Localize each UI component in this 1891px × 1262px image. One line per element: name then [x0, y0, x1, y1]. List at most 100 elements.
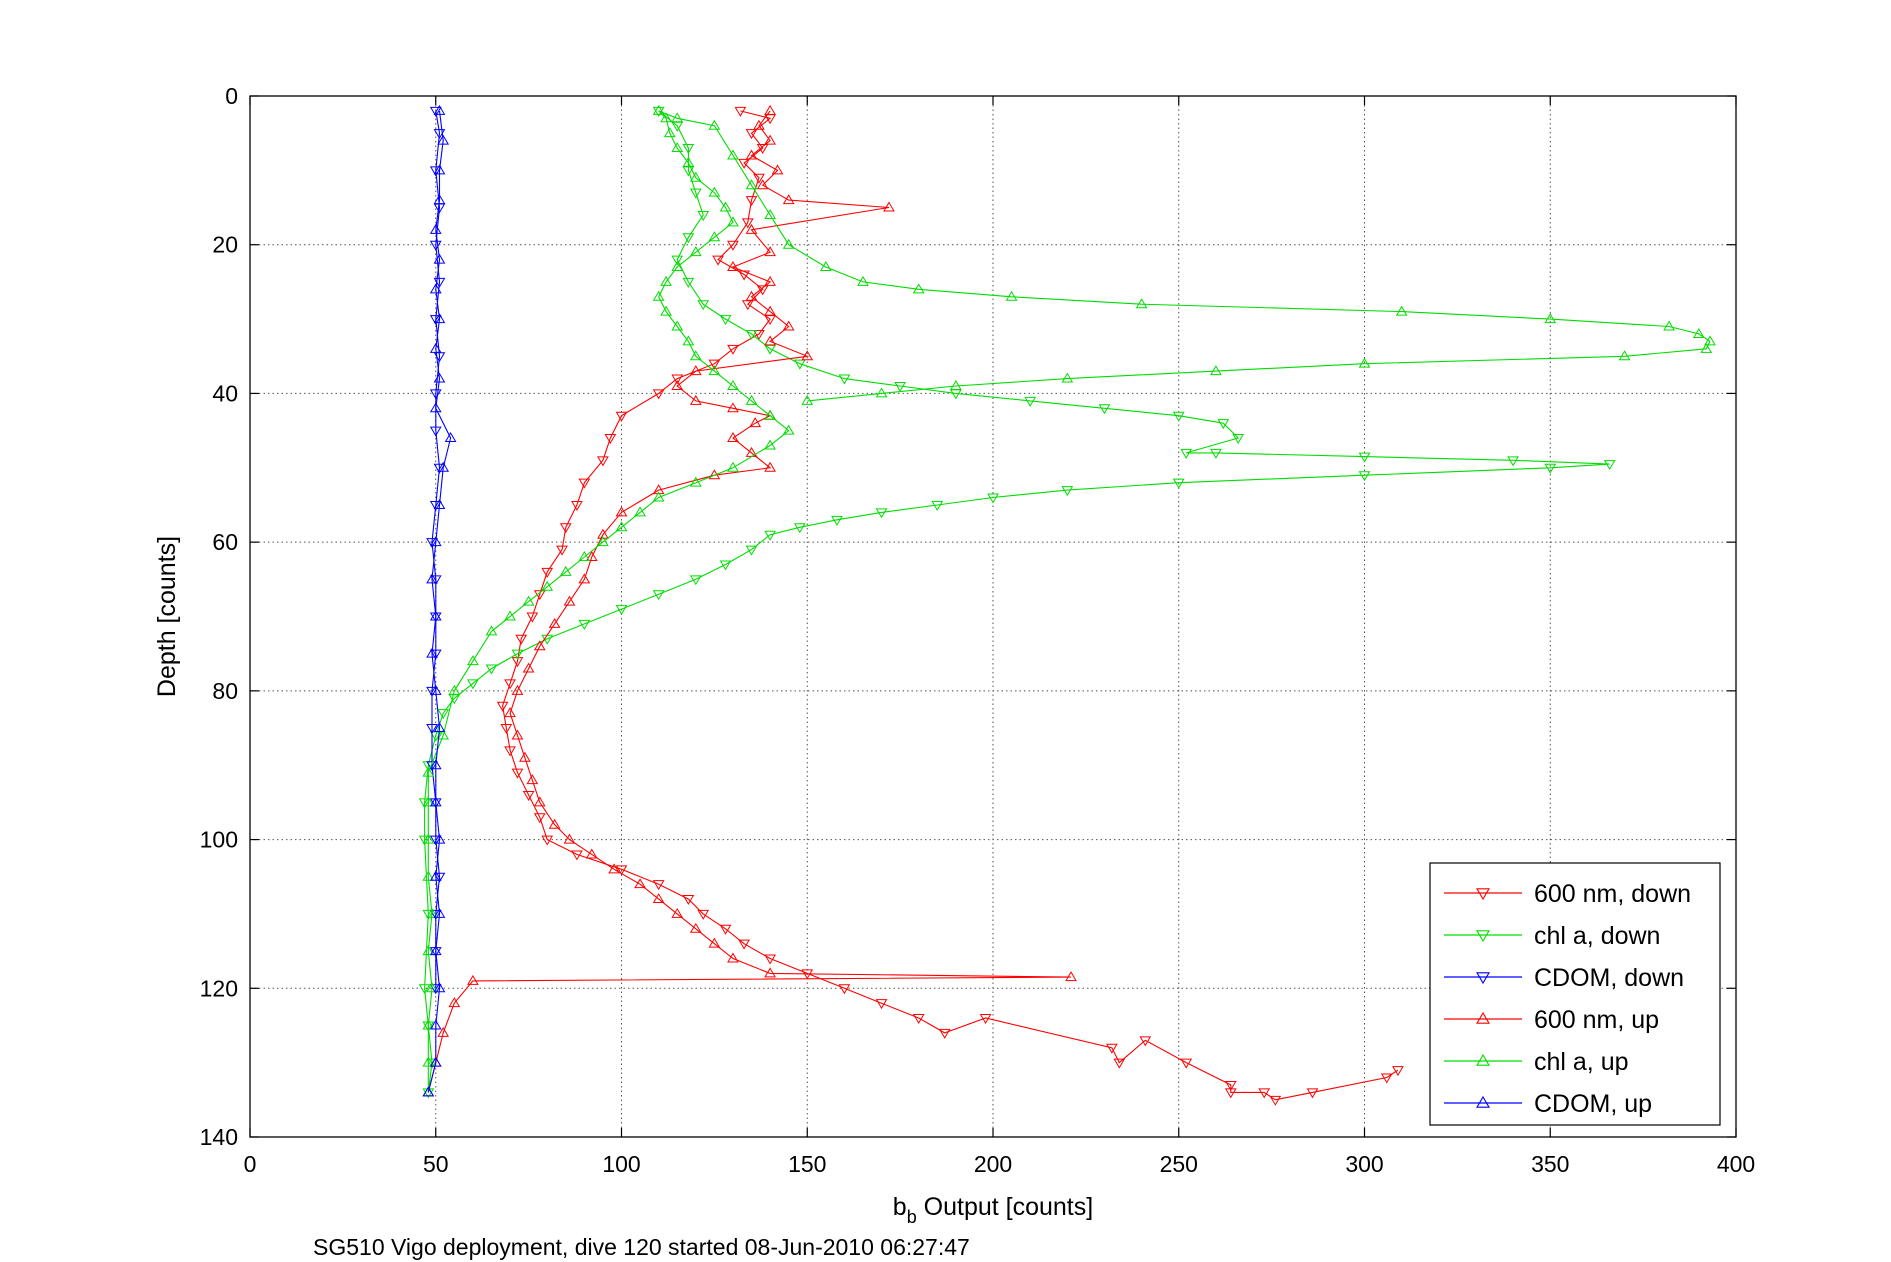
data-point [689, 575, 702, 586]
series-line-chl-a-down [424, 110, 1610, 1093]
data-point [426, 907, 438, 918]
data-point [467, 655, 479, 666]
x-tick-label: 400 [1717, 1151, 1755, 1177]
data-point [708, 119, 721, 130]
series-line-chl-a-up [427, 110, 1711, 1093]
data-point [671, 261, 684, 272]
data-point [671, 112, 684, 123]
x-axis-label-subscript: b [907, 1207, 917, 1227]
data-point [727, 261, 739, 272]
data-point [745, 179, 758, 190]
data-point [429, 283, 442, 294]
y-tick-label: 80 [212, 678, 238, 704]
data-point [660, 112, 672, 123]
data-point [429, 1056, 442, 1067]
data-point [1224, 1080, 1237, 1091]
data-point [793, 523, 806, 534]
series-600-nm-up [422, 104, 1077, 1097]
data-point [671, 380, 684, 390]
data-point [563, 595, 576, 606]
data-point [931, 500, 944, 511]
data-point [1180, 448, 1193, 459]
x-tick-label: 150 [788, 1151, 826, 1177]
series-cdom-down [426, 106, 446, 995]
data-point [801, 394, 814, 405]
data-point [429, 649, 442, 660]
data-point [433, 872, 446, 883]
data-point [697, 300, 710, 311]
data-point [496, 701, 509, 712]
data-point [433, 104, 446, 115]
legend-marker-swatch [1476, 1053, 1490, 1066]
data-point [608, 863, 620, 874]
data-point [504, 610, 516, 621]
data-point [426, 686, 438, 697]
data-point [511, 768, 524, 779]
data-point [571, 850, 583, 861]
data-point [597, 528, 609, 539]
data-point [429, 796, 442, 807]
data-point [1358, 357, 1371, 368]
data-point [1258, 1088, 1271, 1099]
data-point [429, 342, 442, 353]
data-point [727, 402, 739, 413]
x-tick-label: 350 [1531, 1151, 1569, 1177]
data-point [426, 1058, 438, 1069]
data-point [793, 359, 806, 370]
data-point [1358, 452, 1371, 463]
data-point [764, 275, 776, 286]
data-point [652, 484, 665, 495]
data-point [1544, 463, 1557, 474]
data-point [429, 536, 442, 547]
y-axis-label: Depth [counts] [153, 536, 181, 697]
legend-label: 600 nm, up [1534, 1006, 1659, 1034]
data-point [597, 536, 609, 547]
data-point [764, 134, 776, 145]
axis-ticks: 0 50 100 150 200 250 300 350 400 0 20 40 60 80 100 120 1… [200, 83, 1756, 1177]
x-tick-label: 200 [974, 1151, 1012, 1177]
data-point [708, 359, 721, 370]
data-point [682, 233, 695, 244]
legend-entry: 600 nm, down [1444, 880, 1691, 908]
data-point [1172, 478, 1185, 489]
data-point [838, 374, 851, 385]
data-point [437, 729, 450, 740]
y-tick-label: 60 [212, 529, 238, 555]
data-point [979, 1014, 992, 1025]
data-point [548, 617, 561, 628]
data-point [875, 508, 888, 519]
data-point [429, 759, 442, 770]
data-point [819, 261, 832, 272]
data-point [745, 196, 758, 207]
data-point [541, 580, 554, 591]
data-point [764, 530, 776, 541]
grid-lines [250, 96, 1736, 1137]
data-point [753, 119, 765, 130]
data-point [519, 751, 531, 762]
legend-label: chl a, up [1534, 1048, 1629, 1076]
data-point [422, 833, 435, 844]
data-point [437, 1026, 450, 1037]
data-point [1380, 1073, 1393, 1084]
data-point [875, 387, 888, 398]
legend-entry: chl a, up [1444, 1048, 1629, 1076]
data-point [504, 679, 516, 690]
data-point [663, 127, 676, 138]
data-point [634, 878, 646, 889]
data-point [734, 106, 747, 117]
data-point [719, 315, 732, 326]
data-point [422, 909, 435, 920]
data-point [1269, 1095, 1282, 1106]
data-point [801, 350, 814, 361]
data-point [429, 166, 442, 177]
data-point [671, 142, 684, 153]
data-point [689, 476, 702, 487]
data-point [756, 179, 769, 190]
data-point [571, 500, 583, 511]
series-line-cdom-down [431, 110, 441, 989]
data-point [727, 432, 739, 443]
data-point [1106, 1043, 1118, 1054]
legend: 600 nm, down chl a, down CDOM, down 600 nm,… [1429, 862, 1721, 1126]
data-point [634, 506, 646, 517]
data-point [660, 305, 672, 316]
